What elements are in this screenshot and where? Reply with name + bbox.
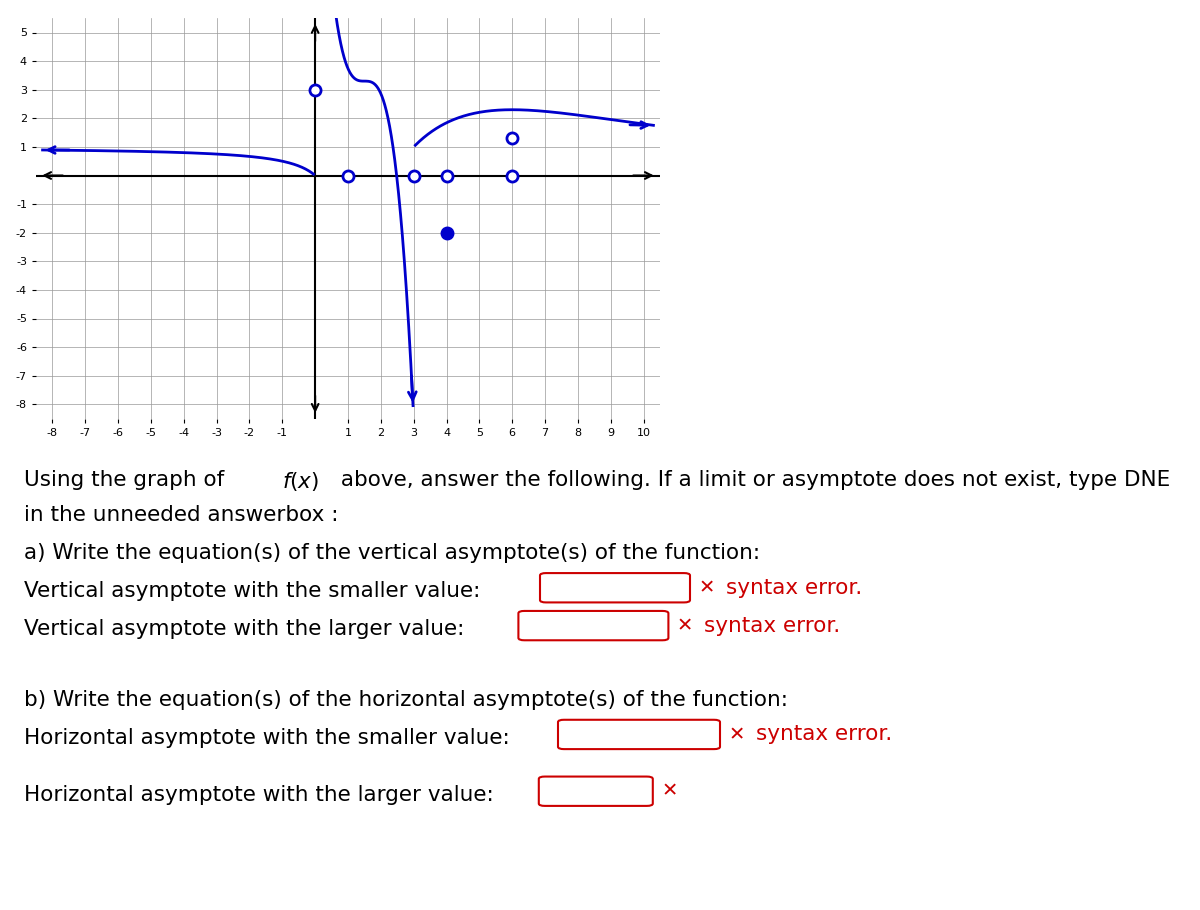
Text: Horizontal asymptote with the larger value:: Horizontal asymptote with the larger val… <box>24 784 493 804</box>
Text: syntax error.: syntax error. <box>756 724 893 744</box>
Text: Using the graph of: Using the graph of <box>24 470 232 490</box>
Text: Horizontal asymptote with the smaller value:: Horizontal asymptote with the smaller va… <box>24 728 510 748</box>
Text: b) Write the equation(s) of the horizontal asymptote(s) of the function:: b) Write the equation(s) of the horizont… <box>24 690 788 710</box>
Text: a) Write the equation(s) of the vertical asymptote(s) of the function:: a) Write the equation(s) of the vertical… <box>24 543 760 563</box>
Text: $x = -\infty$: $x = -\infty$ <box>571 578 659 598</box>
Text: ✕: ✕ <box>698 578 715 597</box>
Text: Vertical asymptote with the larger value:: Vertical asymptote with the larger value… <box>24 619 464 639</box>
FancyBboxPatch shape <box>518 611 668 641</box>
Text: in the unneeded answerbox :: in the unneeded answerbox : <box>24 505 338 525</box>
Text: ✕: ✕ <box>677 616 694 635</box>
FancyBboxPatch shape <box>558 720 720 749</box>
Text: above, answer the following. If a limit or asymptote does not exist, type DNE: above, answer the following. If a limit … <box>334 470 1170 490</box>
Text: ✕: ✕ <box>728 725 745 744</box>
Text: $x = \infty$: $x = \infty$ <box>564 615 623 635</box>
Text: $y = 3$: $y = 3$ <box>568 779 624 804</box>
Text: $y = -\infty$: $y = -\infty$ <box>595 724 683 744</box>
FancyBboxPatch shape <box>540 573 690 602</box>
Text: $f(x)$: $f(x)$ <box>282 470 319 493</box>
Text: syntax error.: syntax error. <box>704 615 841 635</box>
Text: Vertical asymptote with the smaller value:: Vertical asymptote with the smaller valu… <box>24 581 480 602</box>
Text: syntax error.: syntax error. <box>726 578 863 598</box>
FancyBboxPatch shape <box>539 776 653 806</box>
Text: ✕: ✕ <box>661 782 678 801</box>
